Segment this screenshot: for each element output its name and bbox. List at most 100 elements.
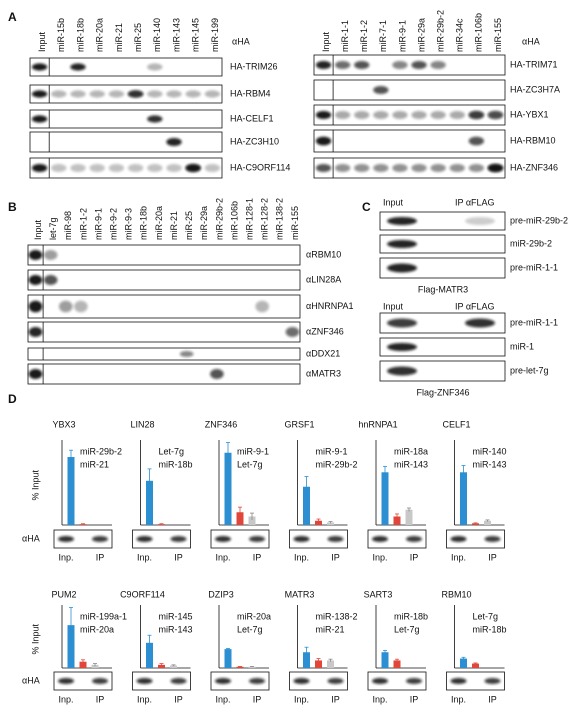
blot-frame — [313, 54, 506, 76]
blot-band — [411, 164, 427, 172]
blot-band — [51, 90, 67, 98]
blot-band — [335, 61, 351, 69]
bar — [460, 658, 467, 668]
blot-frame — [379, 312, 506, 334]
legend-entry: miR-20a — [80, 624, 114, 634]
blot-band — [28, 275, 43, 285]
blot-band — [51, 164, 67, 172]
blot-band — [31, 115, 48, 123]
blot-frame — [289, 671, 348, 691]
lane-label: miR-155 — [493, 18, 503, 52]
chart-title: CELF1 — [442, 419, 470, 429]
lane-label: IP — [174, 552, 183, 562]
blot-band — [255, 300, 270, 313]
blot-band — [354, 111, 370, 119]
blot-band — [89, 90, 105, 98]
lane-label: IP — [253, 552, 262, 562]
bar — [393, 660, 401, 668]
error-bar — [395, 658, 399, 662]
blot-band — [28, 369, 43, 379]
blot-band — [58, 300, 73, 313]
lane-label: Inp. — [215, 552, 230, 562]
legend-entry: miR-145 — [159, 611, 193, 621]
bar — [327, 660, 334, 668]
blot-band — [147, 90, 163, 98]
blot-band — [127, 164, 144, 172]
blot-frame — [27, 347, 301, 361]
error-bar — [304, 476, 309, 497]
bar — [472, 663, 479, 668]
construct-label: Flag-ZNF346 — [416, 387, 469, 397]
row-label: pre-miR-1-1 — [510, 262, 558, 272]
lane-label: IP — [96, 694, 105, 704]
legend-entry: Let-7g — [159, 446, 185, 456]
blot-band — [31, 164, 48, 172]
row-label: HA-C9ORF114 — [230, 162, 290, 172]
blot-frame — [379, 211, 506, 231]
error-bar — [461, 656, 466, 660]
chart-title: ZNF346 — [205, 419, 238, 429]
bar — [248, 666, 256, 668]
legend-entry: Let-7g — [237, 459, 263, 469]
column-label: IP αFLAG — [455, 301, 495, 311]
lane-label: miR-140 — [152, 18, 162, 52]
blot-frame — [29, 131, 223, 153]
legend-entry: miR-29b-2 — [316, 459, 358, 469]
lane-label: miR-1-2 — [359, 20, 369, 52]
blot-band — [484, 678, 501, 684]
row-label: HA-ZC3H7A — [510, 84, 560, 94]
blot-band — [166, 164, 182, 172]
chart-title: SART3 — [364, 589, 393, 599]
error-bar — [328, 658, 333, 662]
lane-label: miR-29a — [199, 206, 209, 240]
blot-frame — [29, 57, 223, 77]
panel-label: B — [8, 200, 17, 214]
blot-band — [406, 536, 422, 542]
blot-band — [487, 111, 504, 119]
bar — [248, 516, 256, 525]
chart-title: YBX3 — [52, 419, 75, 429]
blot-frame — [210, 671, 270, 691]
blot-frame — [53, 529, 113, 549]
lane-label: miR-20a — [95, 18, 105, 52]
bar — [315, 520, 322, 525]
panel-label: C — [362, 200, 371, 214]
blot-frame — [379, 360, 506, 382]
row-label: HA-RBM10 — [510, 135, 556, 145]
lane-label: miR-29a — [416, 18, 426, 52]
error-bar — [171, 664, 176, 667]
chart-title: GRSF1 — [284, 419, 314, 429]
blot-frame — [27, 363, 301, 385]
blot-band — [468, 111, 484, 119]
error-bar — [69, 607, 73, 643]
blot-band — [315, 111, 332, 119]
blot-band — [43, 250, 58, 260]
blot-band — [411, 111, 427, 119]
blot-frame — [132, 529, 191, 549]
bar — [381, 472, 389, 525]
chart-title: hnRNPA1 — [358, 419, 397, 429]
blot-band — [354, 61, 370, 69]
blot-band — [285, 327, 300, 337]
bar — [484, 520, 491, 525]
lane-label: Inp. — [58, 552, 73, 562]
bar — [67, 625, 75, 668]
lane-label: miR-106b — [229, 201, 239, 240]
blot-band — [58, 678, 74, 684]
blot-band — [70, 63, 86, 71]
chart-title: RBM10 — [441, 589, 471, 599]
error-bar — [461, 465, 466, 480]
blot-band — [170, 536, 187, 542]
lane-label: miR-1-2 — [78, 208, 88, 240]
lane-label: miR-1-1 — [340, 20, 350, 52]
blot-frame — [367, 671, 427, 691]
blot-frame — [446, 529, 505, 549]
blot-band — [392, 164, 408, 172]
blot-band — [392, 61, 408, 69]
blot-band — [74, 300, 88, 313]
blot-band — [430, 111, 446, 119]
blot-band — [487, 164, 504, 172]
lane-label: IP — [410, 694, 419, 704]
panel-label: D — [8, 392, 17, 406]
lane-label: miR-9-2 — [108, 208, 118, 240]
